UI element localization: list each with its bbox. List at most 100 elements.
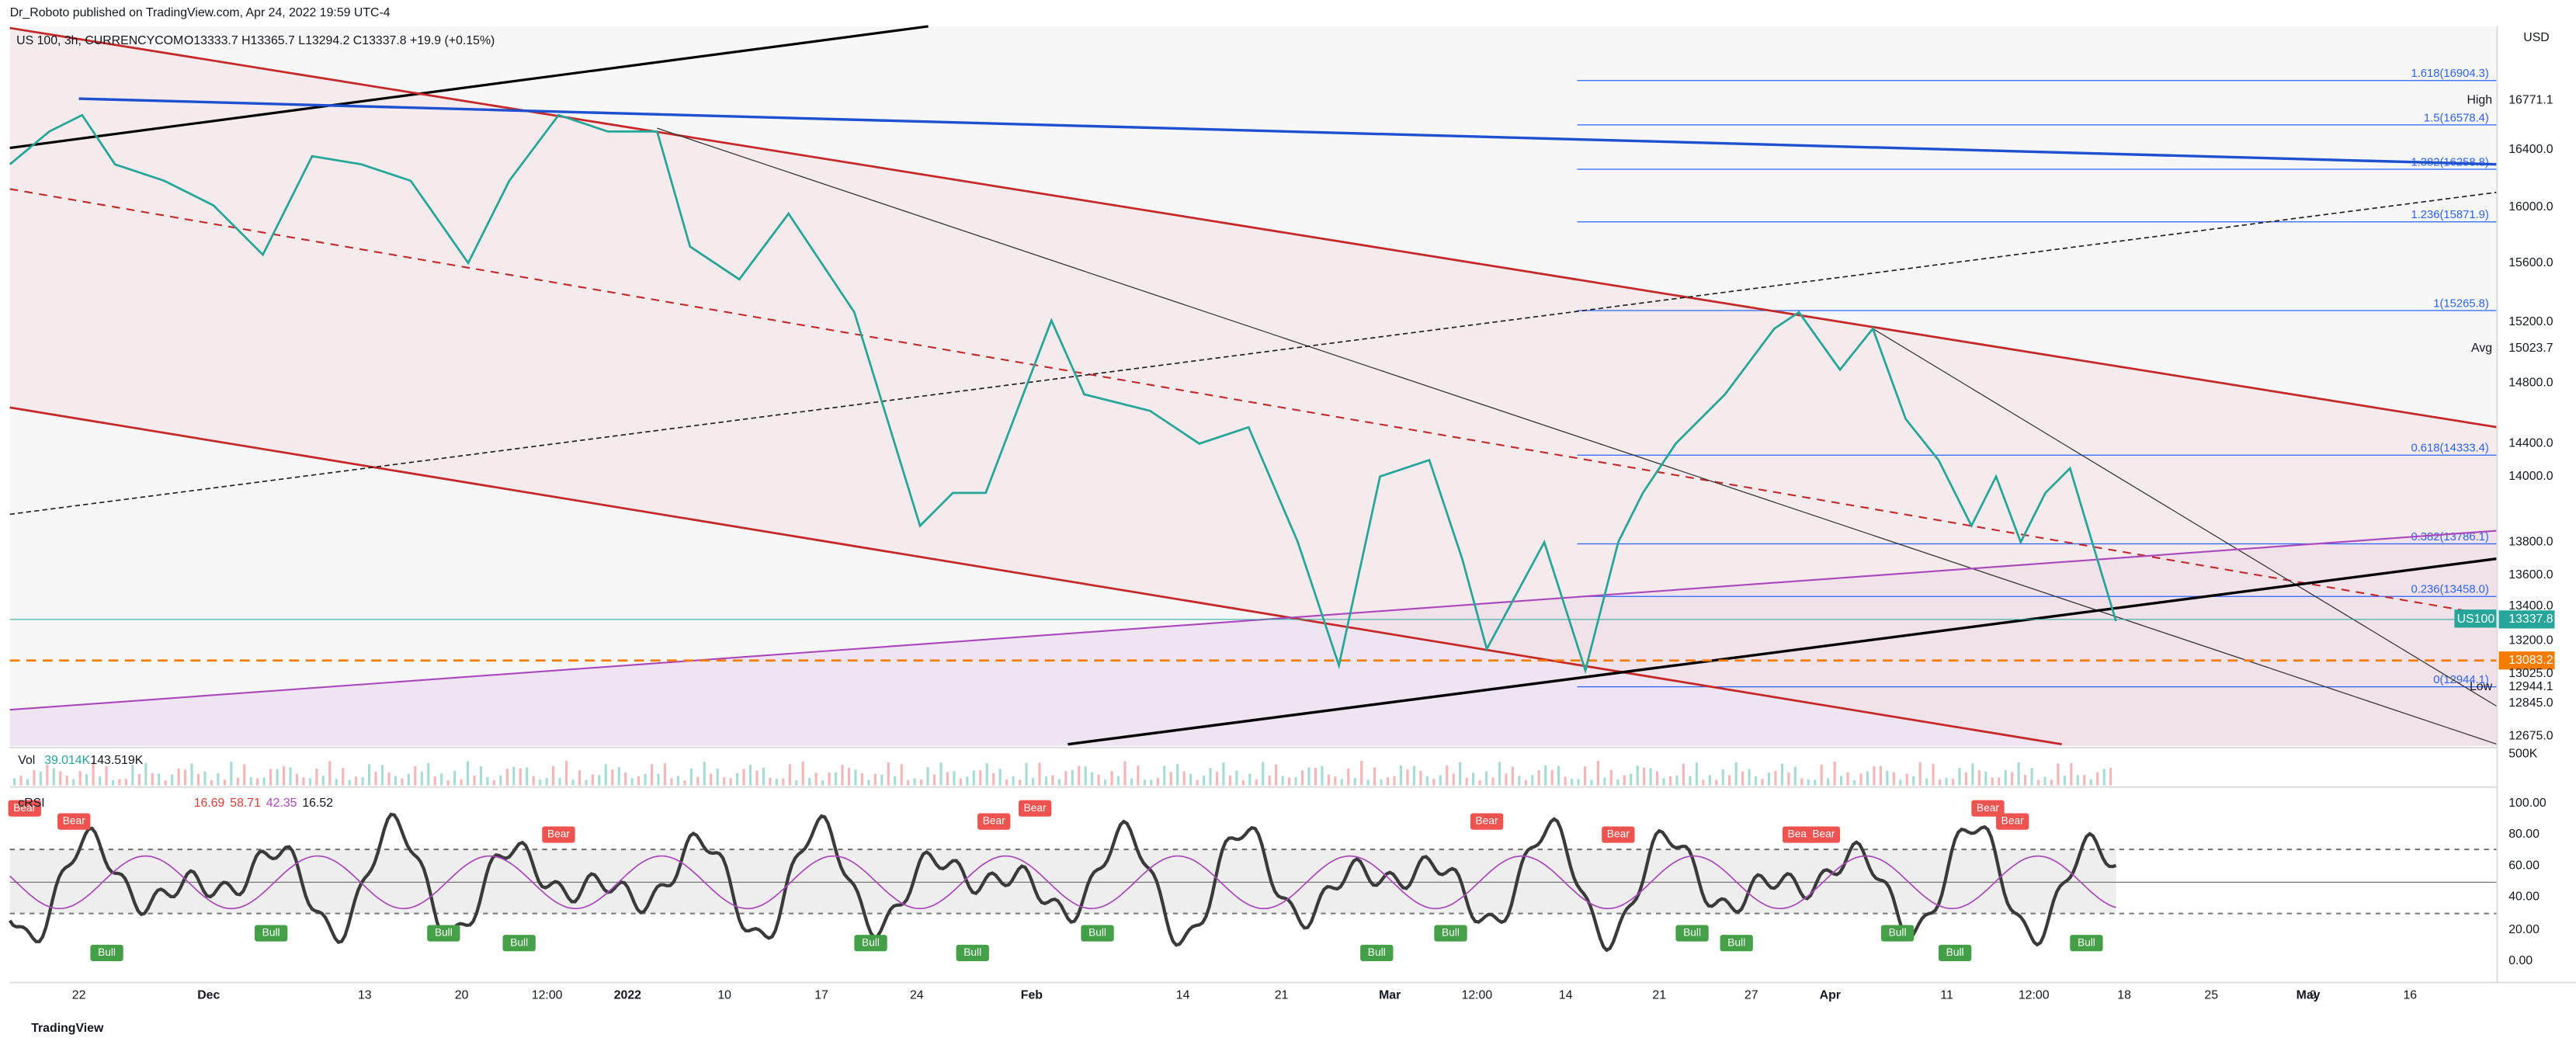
volume-bar	[223, 779, 226, 786]
time-tick-label: 16	[2403, 989, 2417, 1002]
rsi-band	[9, 849, 2116, 914]
price-tick-label: 13600.0	[2508, 568, 2553, 582]
volume-bar	[736, 772, 739, 786]
thin-trend	[1872, 328, 2498, 707]
volume-bar	[1793, 766, 1797, 786]
volume-bar	[440, 773, 443, 786]
volume-bar	[453, 770, 457, 786]
signal-badge	[254, 925, 288, 942]
volume-bar	[920, 779, 923, 786]
rsi-tick-label: 40.00	[2508, 891, 2540, 904]
signal-badge	[977, 813, 1011, 830]
volume-bar	[1156, 778, 1159, 786]
volume-bar	[368, 764, 371, 786]
volume-bar	[203, 771, 207, 786]
volume-bar	[926, 766, 929, 786]
volume-bar	[1071, 769, 1074, 786]
volume-bar	[196, 773, 200, 786]
volume-bar	[158, 773, 161, 786]
volume-bar	[1182, 771, 1186, 786]
time-tick-label: 13	[358, 989, 372, 1002]
volume-bar	[256, 778, 259, 786]
volume-bar	[184, 769, 187, 786]
volume-bar	[755, 770, 759, 786]
volume-bar	[1051, 775, 1054, 786]
signal-badge	[8, 800, 41, 817]
volume-bar	[1110, 771, 1113, 786]
signal-label: Bear	[983, 815, 1005, 827]
volume-bar	[1262, 762, 1265, 786]
volume-bar	[1143, 779, 1146, 786]
volume-bar	[1564, 776, 1567, 786]
volume-bar	[65, 776, 68, 786]
volume-bar	[1446, 766, 1449, 786]
volume-bar	[1064, 771, 1068, 786]
support-line	[1068, 557, 2498, 746]
volume-bar	[1478, 780, 1481, 786]
volume-bar	[637, 776, 641, 786]
volume-bar	[1827, 778, 1830, 786]
volume-bar	[946, 772, 950, 786]
volume-bar	[118, 779, 121, 786]
signal-badge	[1996, 813, 2029, 830]
time-tick-label: 21	[1275, 989, 1289, 1002]
volume-bar	[59, 771, 62, 786]
axis-tag-bg	[2498, 651, 2555, 670]
price-tick-label: 13337.8	[2508, 613, 2553, 626]
red-channel-fill	[9, 28, 2498, 746]
volume-bar	[2024, 775, 2027, 786]
currency: USD	[2523, 31, 2549, 44]
volume-bar	[1609, 769, 1613, 786]
volume-bar	[78, 771, 82, 786]
volume-bar	[998, 769, 1002, 786]
volume-bar	[598, 775, 601, 786]
volume-bar	[617, 767, 620, 786]
time-tick-label: 12:00	[532, 989, 563, 1002]
volume-bar	[887, 762, 890, 786]
volume-bar	[262, 777, 266, 786]
volume-bar	[1189, 773, 1193, 786]
time-tick-label: 14	[1559, 989, 1573, 1002]
signal-label: Bear	[2001, 815, 2024, 827]
volume-bar	[630, 778, 634, 786]
volume-bar	[1866, 771, 1870, 786]
rsi-tick-label: 0.00	[2508, 954, 2533, 967]
volume-bar	[1255, 779, 1258, 786]
volume-bar	[1603, 777, 1606, 786]
signal-badge	[956, 944, 989, 961]
fib-label: 1(15265.8)	[2433, 297, 2489, 310]
volume-bar	[460, 779, 463, 786]
volume-bar	[985, 763, 988, 786]
volume-bar	[1675, 775, 1679, 786]
volume-bar	[1222, 762, 1225, 786]
rsi-tick-label: 100.00	[2508, 797, 2546, 810]
volume-bar	[1918, 762, 1922, 786]
axis-tag: Avg	[2471, 342, 2492, 355]
volume-bar	[1412, 766, 1415, 786]
volume-bar	[52, 768, 55, 786]
volume-bar	[2036, 779, 2040, 786]
volume-bar	[190, 763, 193, 786]
volume-bar	[1570, 779, 1574, 786]
signal-badge	[1470, 813, 1504, 830]
volume-bar	[105, 766, 108, 786]
volume-bar	[2063, 776, 2066, 786]
axis-tag: US100	[2457, 613, 2495, 626]
volume-bar	[1137, 766, 1140, 786]
volume-bar	[591, 774, 594, 786]
volume-bar	[1721, 769, 1724, 786]
volume-bar	[2109, 768, 2113, 786]
volume-bar	[604, 764, 607, 786]
volume-bar	[1314, 768, 1318, 786]
volume-bar	[92, 762, 95, 786]
rsi-tick-label: 20.00	[2508, 923, 2540, 936]
volume-bar	[860, 773, 863, 786]
volume-bar	[1288, 777, 1291, 786]
rsi-signal	[9, 855, 2116, 910]
signal-badge	[1807, 826, 1840, 843]
price-tick-label: 500K	[2508, 748, 2537, 761]
volume-bar	[689, 769, 693, 786]
volume-bar	[670, 778, 673, 786]
volume-bar	[552, 766, 555, 786]
volume-bar	[867, 779, 870, 786]
